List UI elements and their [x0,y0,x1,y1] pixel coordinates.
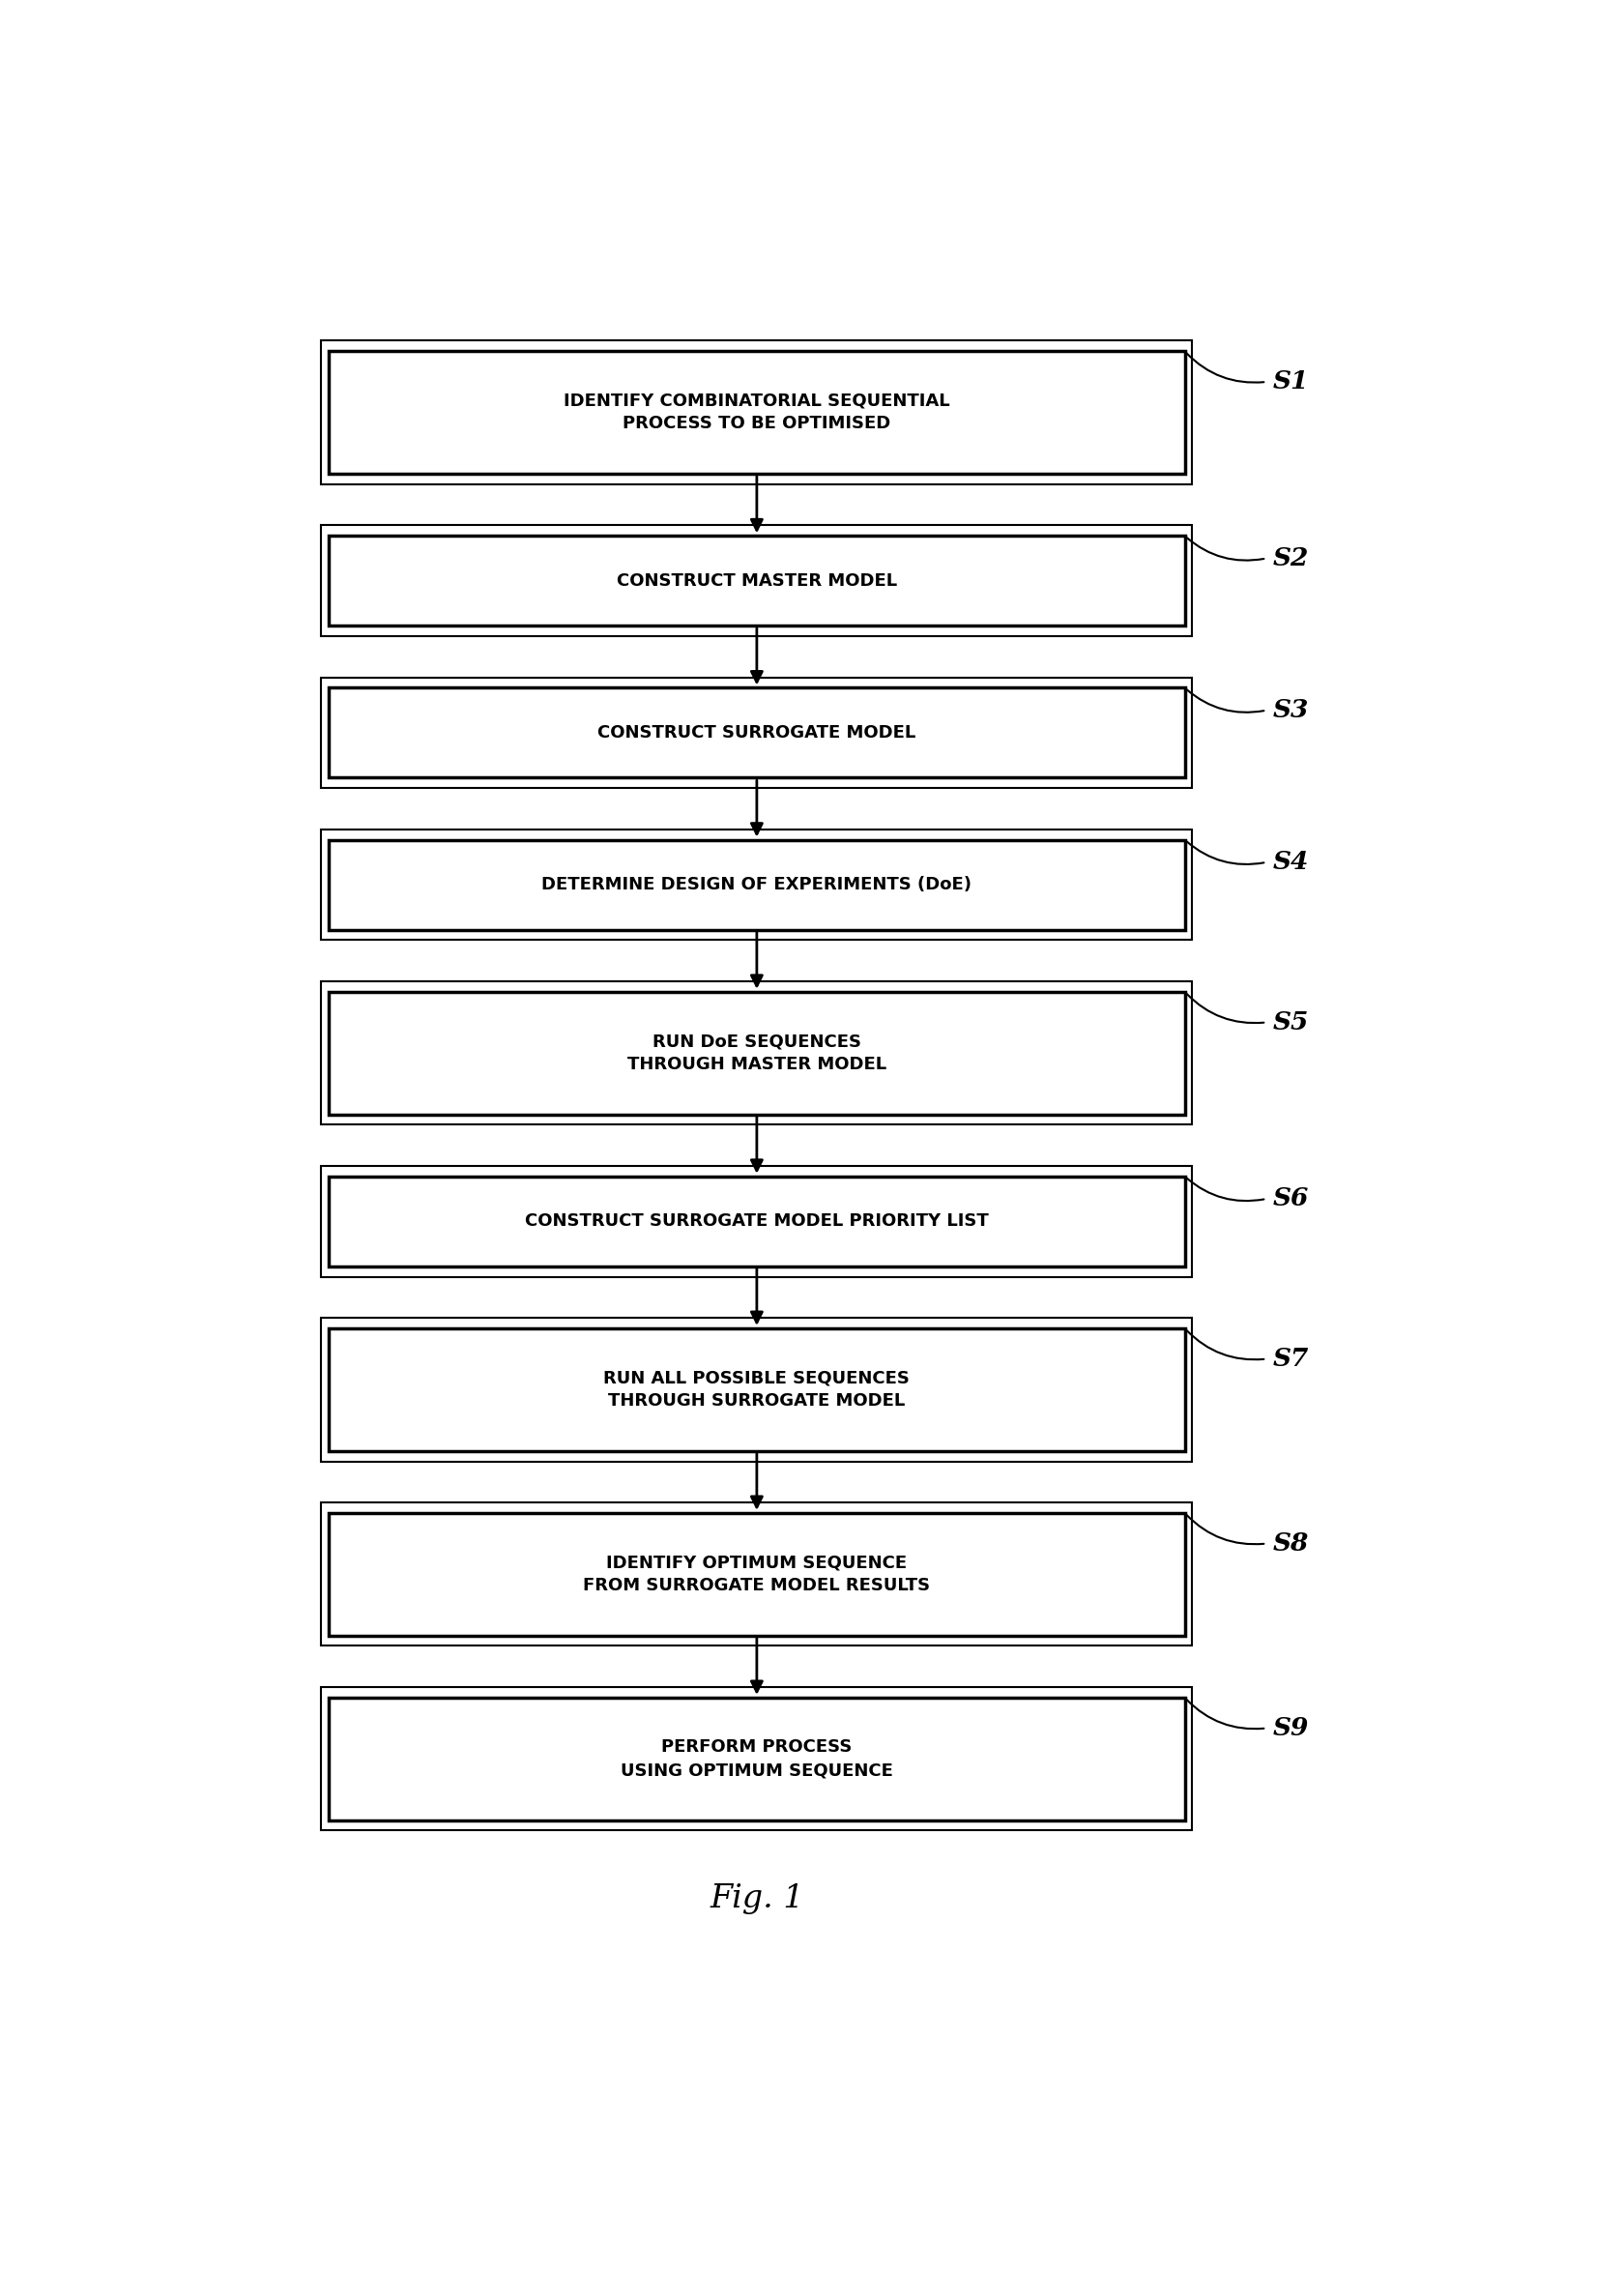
Bar [330,536,1186,627]
Bar [330,688,1186,777]
Text: IDENTIFY OPTIMUM SEQUENCE
FROM SURROGATE MODEL RESULTS: IDENTIFY OPTIMUM SEQUENCE FROM SURROGATE… [583,1553,931,1594]
Text: S2: S2 [1273,547,1309,570]
Bar [322,981,1192,1124]
Text: Fig. 1: Fig. 1 [710,1883,804,1914]
Bar [330,840,1186,929]
Text: S6: S6 [1273,1188,1309,1210]
Bar [330,1696,1186,1819]
Bar [322,1503,1192,1646]
Text: PERFORM PROCESS
USING OPTIMUM SEQUENCE: PERFORM PROCESS USING OPTIMUM SEQUENCE [620,1740,893,1778]
Text: CONSTRUCT MASTER MODEL: CONSTRUCT MASTER MODEL [617,572,896,590]
Text: S4: S4 [1273,849,1309,874]
Text: S8: S8 [1273,1531,1309,1556]
Text: S7: S7 [1273,1347,1309,1372]
Text: RUN DoE SEQUENCES
THROUGH MASTER MODEL: RUN DoE SEQUENCES THROUGH MASTER MODEL [627,1033,887,1074]
Text: CONSTRUCT SURROGATE MODEL: CONSTRUCT SURROGATE MODEL [598,724,916,740]
Text: S1: S1 [1273,370,1309,393]
Bar [330,1176,1186,1267]
Bar [330,352,1186,475]
Text: S9: S9 [1273,1717,1309,1740]
Text: S3: S3 [1273,697,1309,722]
Bar [330,992,1186,1115]
Bar [322,341,1192,484]
Text: RUN ALL POSSIBLE SEQUENCES
THROUGH SURROGATE MODEL: RUN ALL POSSIBLE SEQUENCES THROUGH SURRO… [604,1369,909,1410]
Bar [322,525,1192,636]
Bar [322,1687,1192,1830]
Bar [330,1512,1186,1635]
Bar [322,1317,1192,1460]
Text: S5: S5 [1273,1011,1309,1033]
Text: CONSTRUCT SURROGATE MODEL PRIORITY LIST: CONSTRUCT SURROGATE MODEL PRIORITY LIST [525,1213,989,1231]
Bar [322,1165,1192,1276]
Bar [330,1329,1186,1451]
Bar [322,829,1192,940]
Text: DETERMINE DESIGN OF EXPERIMENTS (DoE): DETERMINE DESIGN OF EXPERIMENTS (DoE) [542,877,971,893]
Text: IDENTIFY COMBINATORIAL SEQUENTIAL
PROCESS TO BE OPTIMISED: IDENTIFY COMBINATORIAL SEQUENTIAL PROCES… [564,393,950,431]
Bar [322,677,1192,788]
